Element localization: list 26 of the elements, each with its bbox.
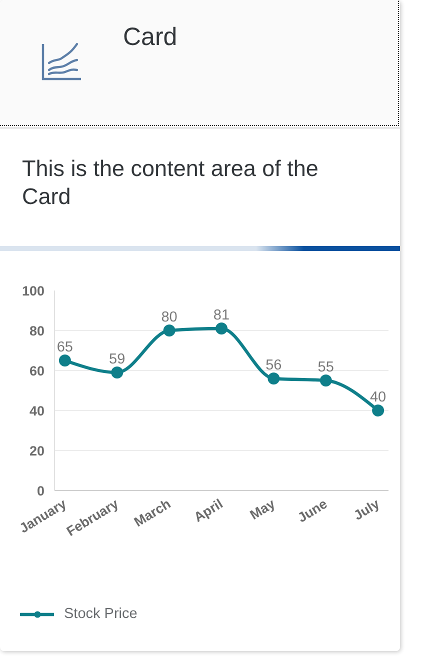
data-label: 80 xyxy=(161,310,178,326)
point xyxy=(268,372,280,384)
y-tick-label: 80 xyxy=(29,324,45,338)
point xyxy=(320,374,332,386)
legend-label: Stock Price xyxy=(64,606,138,622)
chart-title: Card xyxy=(123,22,178,53)
data-label: 59 xyxy=(109,352,126,368)
data-label: 81 xyxy=(213,308,230,324)
data-label: 65 xyxy=(56,340,74,356)
point xyxy=(163,324,176,336)
y-tick-label: 60 xyxy=(29,364,45,378)
chart-subtitle: This is the content area of the Card xyxy=(22,155,320,211)
point xyxy=(111,366,124,378)
y-tick-label: 0 xyxy=(36,484,45,498)
x-tick-label: June xyxy=(295,496,330,526)
point xyxy=(216,322,228,334)
point xyxy=(58,354,71,366)
data-label: 56 xyxy=(266,358,282,374)
y-tick-label: 20 xyxy=(29,444,45,458)
y-tick-label: 100 xyxy=(22,284,45,298)
data-label: 55 xyxy=(318,360,334,376)
x-tick-label: July xyxy=(351,496,382,524)
x-tick-label: May xyxy=(247,496,278,523)
data-label: 40 xyxy=(370,390,386,406)
y-tick-label: 40 xyxy=(29,404,45,418)
point xyxy=(372,404,384,416)
